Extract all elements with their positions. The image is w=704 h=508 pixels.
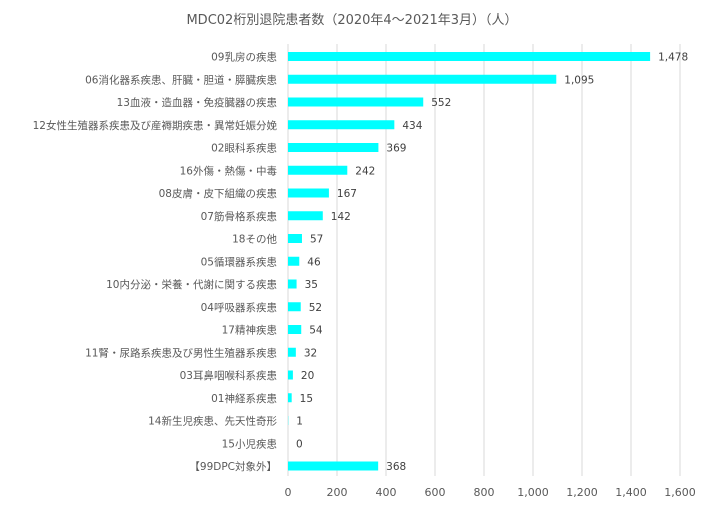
category-label: 16外傷・熱傷・中毒: [180, 164, 278, 177]
category-label: 13血液・造血器・免疫臓器の疾患: [117, 96, 277, 109]
data-label: 0: [296, 438, 303, 450]
category-label: 03耳鼻咽喉科系疾患: [180, 369, 277, 382]
chart-title: MDC02桁別退院患者数（2020年4～2021年3月）（人）: [186, 13, 517, 28]
category-label: 07筋骨格系疾患: [201, 210, 277, 223]
x-tick-label: 400: [376, 486, 397, 499]
data-label: 552: [431, 97, 451, 109]
category-label: 15小児疾患: [222, 437, 277, 450]
data-label: 142: [331, 211, 351, 223]
category-label: 02眼科系疾患: [211, 142, 277, 155]
data-label: 15: [300, 393, 313, 405]
category-label: 05循環器系疾患: [201, 255, 277, 268]
data-label: 32: [304, 347, 317, 359]
bar: [288, 189, 329, 198]
data-label: 1,095: [564, 74, 594, 86]
data-label: 35: [305, 279, 318, 291]
bar: [288, 280, 297, 289]
bar: [288, 52, 650, 61]
bar: [288, 393, 292, 402]
x-tick-label: 1,200: [566, 486, 598, 499]
bar: [288, 234, 302, 243]
category-label: 17精神疾患: [222, 324, 277, 337]
category-label: 10内分泌・栄養・代謝に関する疾患: [106, 278, 277, 291]
bar: [288, 75, 556, 84]
category-label: 11腎・尿路系疾患及び男性生殖器系疾患: [85, 346, 277, 359]
bar: [288, 166, 347, 175]
category-label: 01神経系疾患: [211, 392, 277, 405]
x-tick-label: 1,600: [664, 486, 696, 499]
category-label: 06消化器系疾患、肝臓・胆道・膵臓疾患: [85, 73, 277, 86]
data-label: 368: [386, 461, 406, 473]
x-tick-label: 600: [425, 486, 446, 499]
data-label: 46: [307, 256, 321, 268]
x-tick-label: 1,400: [615, 486, 647, 499]
bar: [288, 257, 299, 266]
x-tick-label: 1,000: [517, 486, 549, 499]
x-tick-label: 200: [327, 486, 348, 499]
category-labels: 09乳房の疾患 06消化器系疾患、肝臓・胆道・膵臓疾患 13血液・造血器・免疫臓器の…: [33, 51, 278, 474]
bar: [288, 371, 293, 380]
data-label: 57: [310, 234, 323, 246]
data-label: 1: [296, 416, 303, 428]
data-label: 242: [355, 165, 375, 177]
x-tick-label: 800: [474, 486, 495, 499]
x-axis-tick-labels: 0 200 400 600 800 1,000 1,200 1,400 1,600: [285, 486, 696, 499]
category-label: 04呼吸器系疾患: [201, 301, 277, 314]
category-label: 18その他: [232, 233, 277, 246]
x-tick-label: 0: [285, 486, 292, 499]
bar: [288, 98, 423, 107]
category-label: 12女性生殖器系疾患及び産褥期疾患・異常妊娠分娩: [33, 119, 278, 132]
data-label: 167: [337, 188, 357, 200]
bar: [288, 211, 323, 220]
data-label: 20: [301, 370, 314, 382]
category-label: 【99DPC対象外】: [189, 460, 277, 473]
data-label: 54: [309, 325, 323, 337]
bar: [288, 143, 378, 152]
data-label: 434: [402, 120, 422, 132]
data-label: 1,478: [658, 52, 688, 64]
category-label: 09乳房の疾患: [211, 51, 277, 64]
bar: [288, 348, 296, 357]
category-label: 14新生児疾患、先天性奇形: [148, 415, 277, 428]
data-labels: 1,478 1,095 552 434 369 242 167 142 57 46 35 52 54 32…: [296, 52, 688, 474]
gridlines: [288, 44, 680, 476]
bars: [288, 52, 650, 471]
data-label: 369: [386, 143, 406, 155]
data-label: 52: [309, 302, 322, 314]
bar: [288, 302, 301, 311]
category-label: 08皮膚・皮下組織の疾患: [159, 187, 277, 200]
bar: [288, 462, 378, 471]
bar: [288, 325, 301, 334]
bar: [288, 120, 394, 129]
